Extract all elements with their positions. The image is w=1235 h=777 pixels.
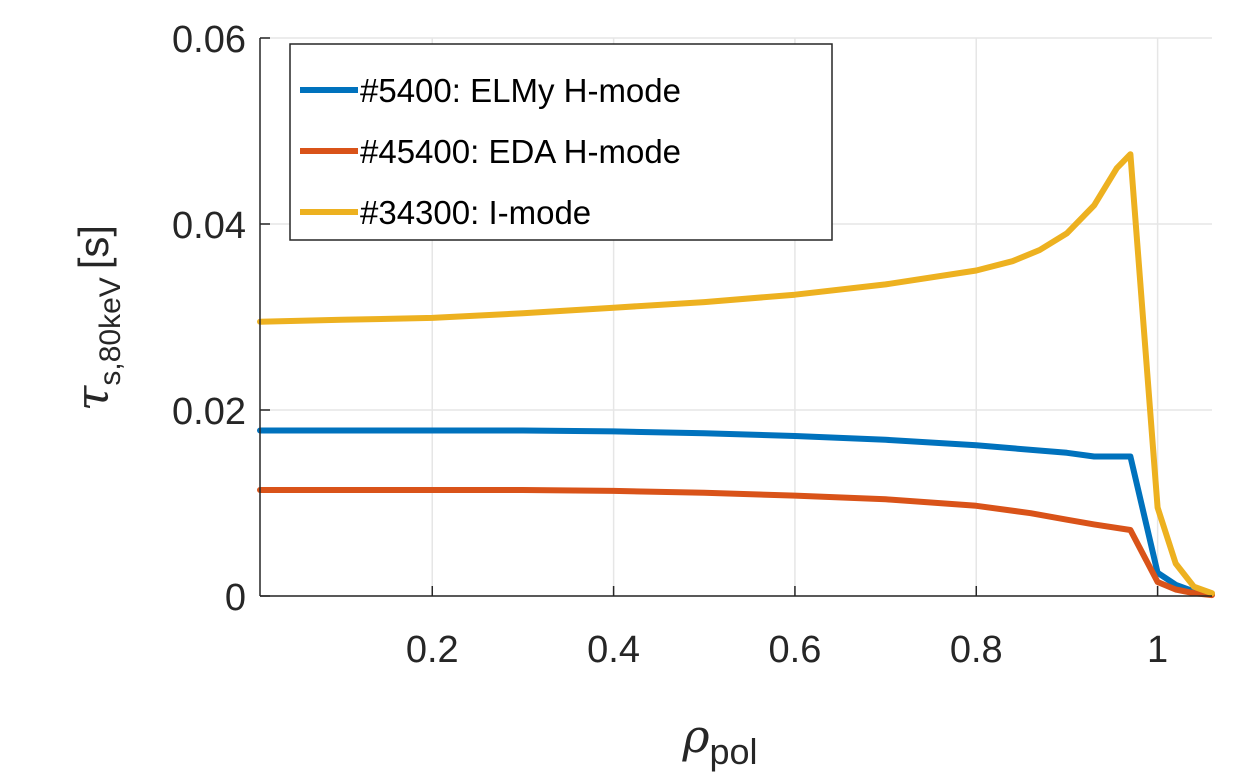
x-tick-label-4: 1 (1147, 629, 1168, 671)
legend: #5400: ELMy H-mode #45400: EDA H-mode #343… (289, 43, 833, 241)
x-tick-label-2: 0.6 (769, 629, 822, 671)
series-line-0 (257, 427, 1215, 598)
legend-label-1: #45400: EDA H-mode (360, 133, 681, 170)
x-tick-label-0: 0.2 (406, 629, 459, 671)
x-axis-label-main: ρ (681, 709, 709, 763)
y-tick-label-0: 0 (225, 577, 246, 619)
y-axis-label-main: τ (65, 384, 119, 411)
tick-labels: 0.2 0.4 0.6 0.8 1 0 0.02 0.04 0.06 (172, 19, 1168, 671)
legend-label-0: #5400: ELMy H-mode (360, 72, 681, 109)
y-tick-label-1: 0.02 (172, 391, 246, 433)
series-line-2 (257, 151, 1215, 597)
y-axis-label: τs,80keV [s] (65, 225, 127, 411)
legend-label-2: #34300: I-mode (360, 194, 591, 231)
y-tick-label-2: 0.04 (172, 205, 246, 247)
legend-box (289, 43, 833, 241)
y-axis-label-unit: [s] (70, 225, 117, 269)
axes (259, 37, 1212, 597)
series-line-1 (257, 487, 1215, 599)
x-tick-label-3: 0.8 (950, 629, 1003, 671)
y-axis-label-sub: s,80keV (94, 277, 127, 385)
series-lines (257, 151, 1215, 599)
y-tick-label-3: 0.06 (172, 19, 246, 61)
x-axis-label-sub: pol (710, 731, 758, 772)
x-tick-label-1: 0.4 (587, 629, 640, 671)
x-axis-label: ρpol (681, 709, 757, 772)
